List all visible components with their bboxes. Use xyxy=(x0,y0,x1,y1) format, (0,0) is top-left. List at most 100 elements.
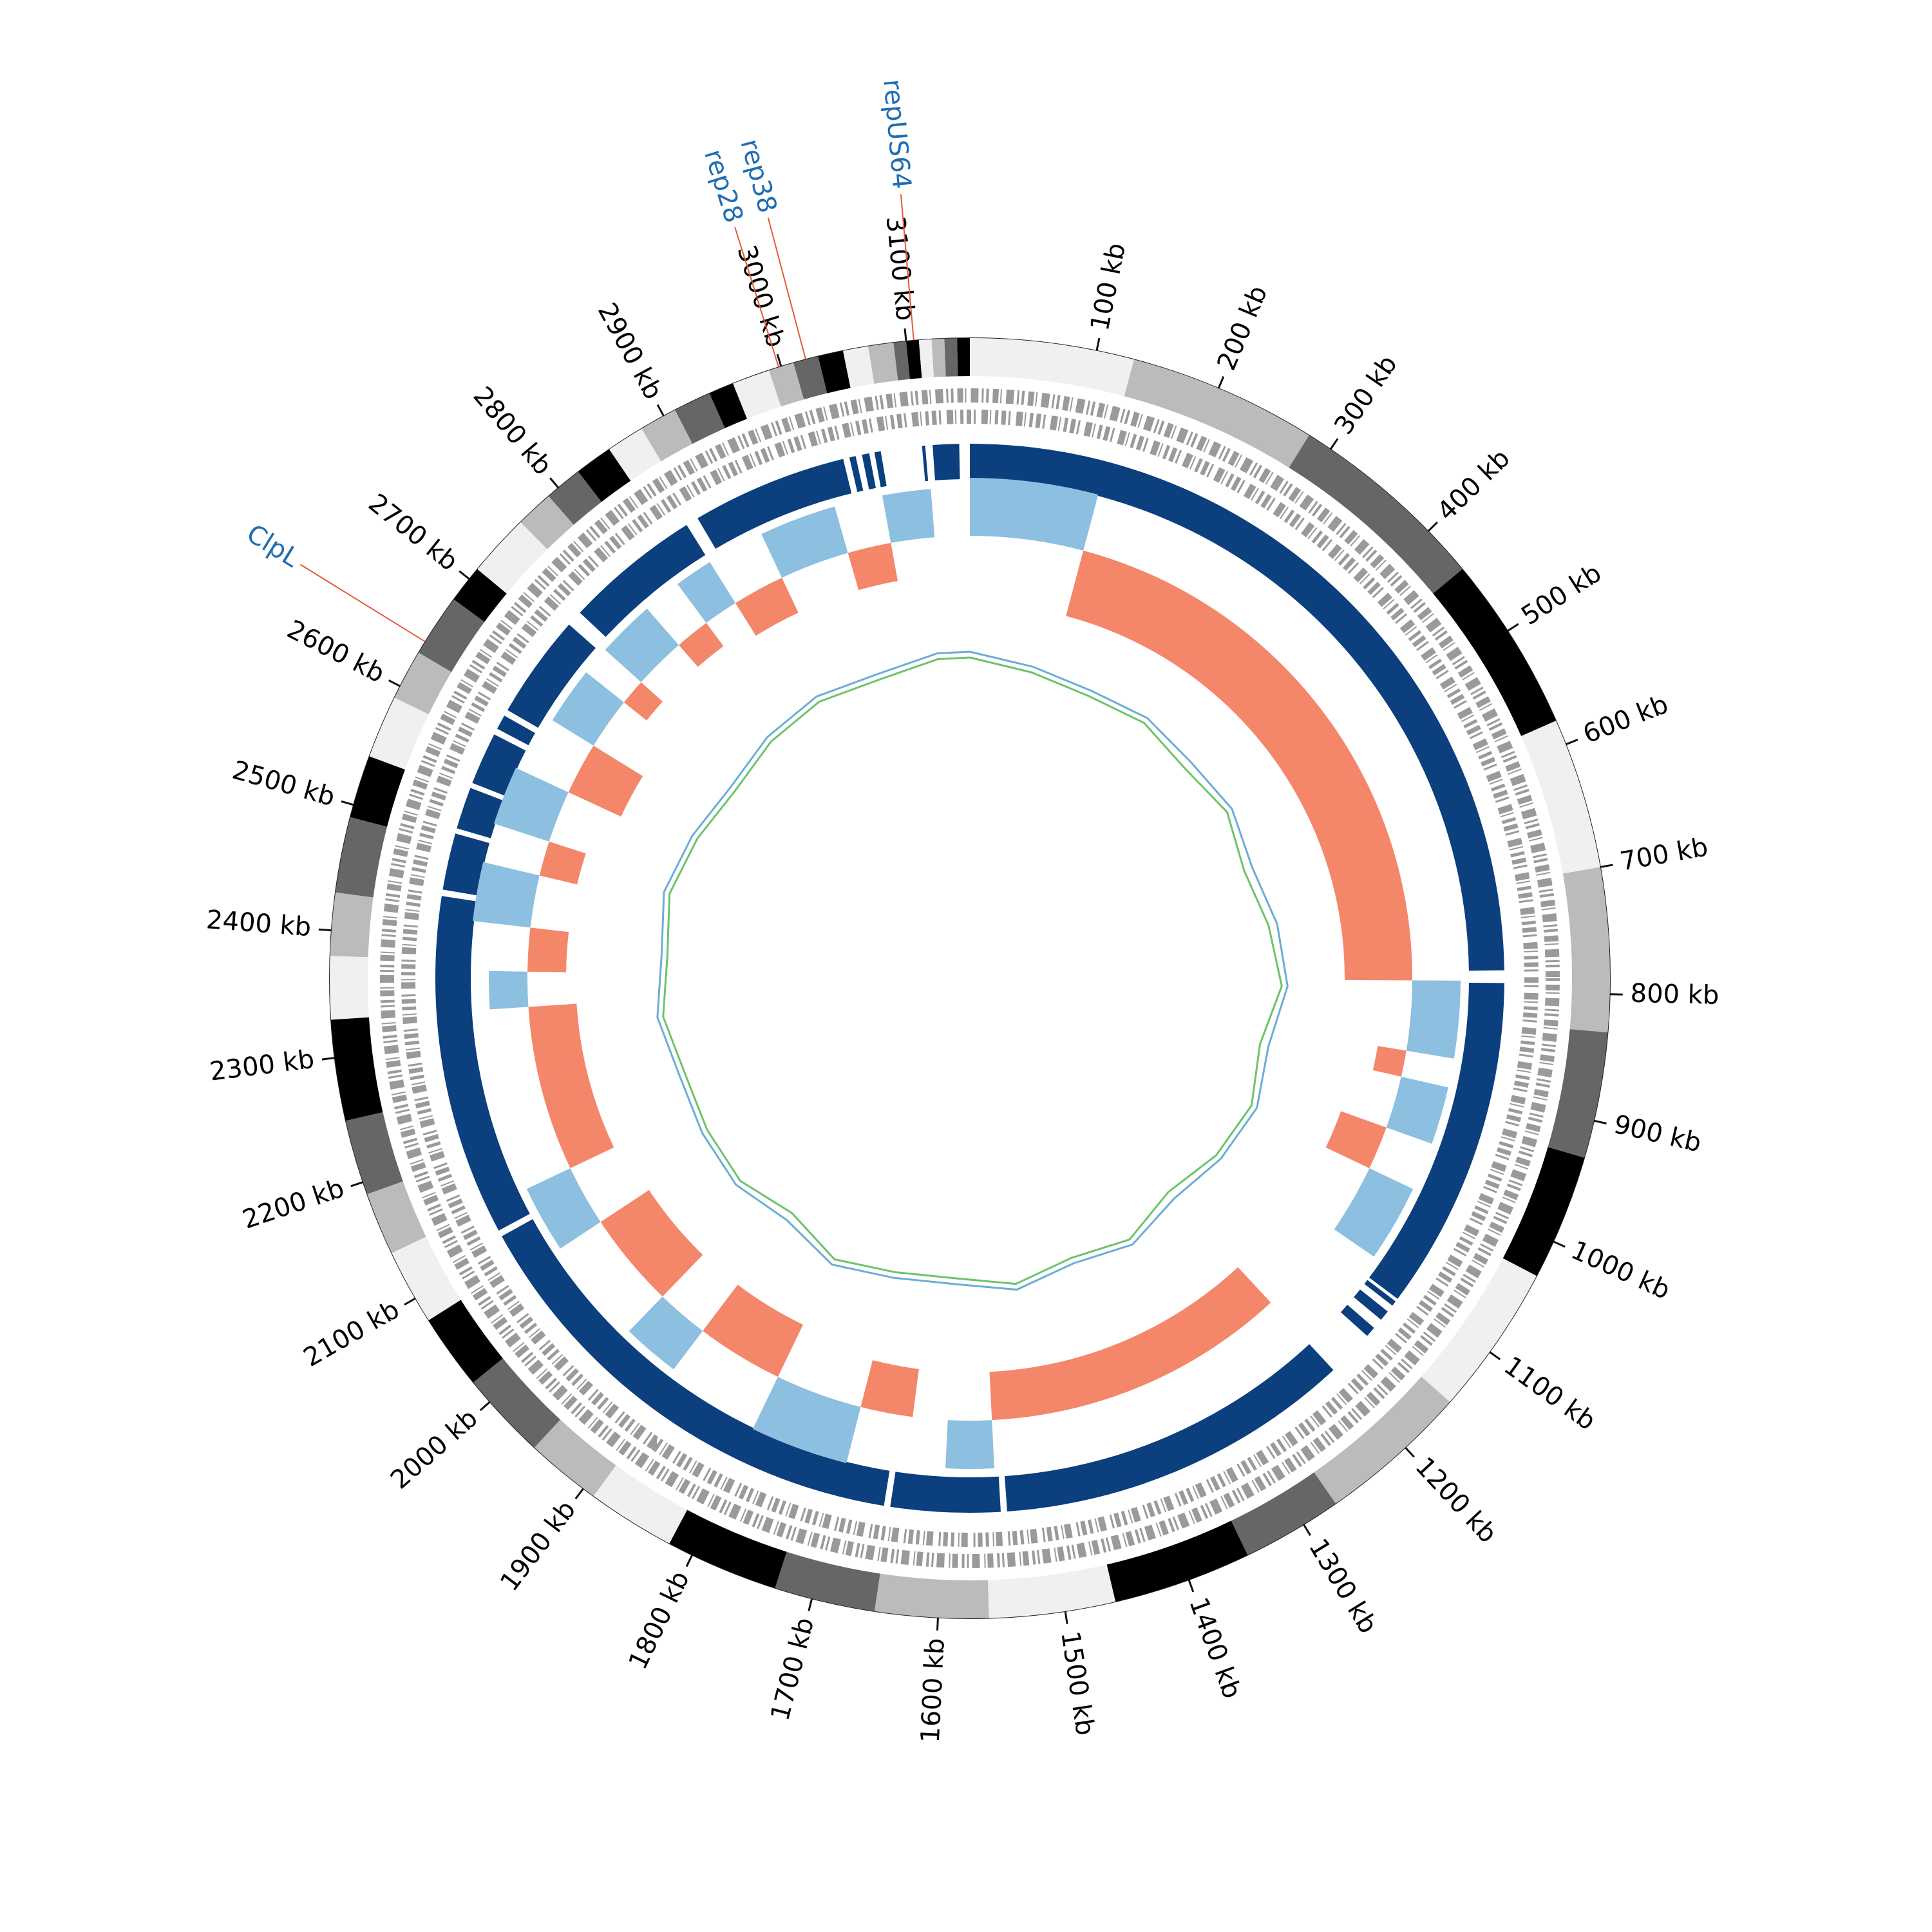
alignment-block xyxy=(933,444,960,480)
contig xyxy=(868,343,898,384)
tick-label: 2300 kb xyxy=(208,1045,316,1087)
gc-content-line xyxy=(656,650,1289,1291)
tick xyxy=(1489,1351,1501,1361)
tick xyxy=(549,477,560,489)
tick xyxy=(318,928,332,932)
alignment-block xyxy=(580,525,706,638)
contig xyxy=(345,1112,403,1195)
gc-skew xyxy=(1066,550,1412,981)
tick xyxy=(1565,739,1578,746)
alignment-block xyxy=(1354,1289,1388,1320)
tick xyxy=(388,679,401,687)
tick-label: 200 kb xyxy=(1211,281,1273,375)
tick xyxy=(1404,1446,1415,1458)
gc-skew xyxy=(494,768,569,842)
tick xyxy=(1303,1524,1312,1537)
contig xyxy=(1314,1376,1450,1504)
contig xyxy=(893,341,910,381)
gc-skew xyxy=(848,543,898,591)
tick xyxy=(685,1554,694,1567)
gc-skew xyxy=(970,478,1099,551)
gc-skew xyxy=(629,1296,703,1370)
contig xyxy=(843,346,875,388)
contig xyxy=(769,363,804,407)
tick xyxy=(656,404,665,417)
contig xyxy=(336,817,388,898)
gc-skew xyxy=(552,672,624,746)
gc-skew xyxy=(527,927,569,972)
contig xyxy=(1433,569,1557,736)
alignment-block xyxy=(922,445,929,482)
tick xyxy=(1427,521,1438,533)
annotation-line xyxy=(767,217,806,359)
tick-label: 1500 kb xyxy=(1055,1629,1100,1738)
gc-skew xyxy=(703,1284,803,1377)
alignment-block xyxy=(874,451,887,488)
contig xyxy=(1421,1258,1537,1402)
contig xyxy=(1502,1147,1585,1276)
gc-skew xyxy=(623,682,663,721)
gc-skew xyxy=(989,1267,1271,1421)
contig xyxy=(350,756,405,827)
tick-label: 2800 kb xyxy=(468,381,558,480)
contig xyxy=(419,599,485,672)
tick-label: 1700 kb xyxy=(765,1615,820,1723)
gc-skew xyxy=(735,578,799,636)
gene-ring-reverse xyxy=(401,410,1539,1547)
contig xyxy=(453,569,507,622)
gc-skew xyxy=(882,489,935,544)
tick-label: 1300 kb xyxy=(1303,1533,1383,1638)
tick-label: 1600 kb xyxy=(916,1637,951,1743)
gc-skew xyxy=(538,1066,614,1168)
gene-ring-forward xyxy=(380,388,1560,1568)
alignment-block xyxy=(507,624,596,728)
tick xyxy=(776,354,782,367)
contig xyxy=(970,338,1134,397)
tick-label: 100 kb xyxy=(1085,240,1132,333)
gc-skew xyxy=(539,841,586,885)
tick-label: 1200 kb xyxy=(1409,1452,1502,1549)
annotation-line xyxy=(734,227,779,367)
tick xyxy=(1095,337,1101,352)
tick xyxy=(479,1401,491,1412)
tick xyxy=(1217,376,1225,389)
alignment-block xyxy=(1369,982,1504,1299)
contig xyxy=(957,338,970,377)
contig xyxy=(473,1358,561,1448)
tick-label: 3000 kb xyxy=(731,242,790,350)
contig xyxy=(669,1510,787,1588)
gc-skew xyxy=(945,1420,994,1469)
gc-skew xyxy=(761,506,848,578)
contig xyxy=(944,338,958,377)
alignment-block xyxy=(1340,1304,1374,1336)
tick-label: 2100 kb xyxy=(299,1294,404,1372)
gc-skew xyxy=(526,1168,601,1249)
alignment-block xyxy=(849,456,864,492)
gc-skew xyxy=(860,1360,919,1417)
alignment-block xyxy=(1005,1344,1334,1511)
tick xyxy=(1329,438,1339,450)
tick-label: 300 kb xyxy=(1329,350,1403,440)
annotation-line xyxy=(900,194,914,340)
tick-label: 2900 kb xyxy=(592,298,668,404)
contig xyxy=(1548,1029,1608,1158)
alignment-block xyxy=(862,453,876,489)
annotation-line xyxy=(299,564,426,642)
contig xyxy=(641,410,693,462)
tick xyxy=(1064,1611,1068,1624)
contig xyxy=(818,350,851,393)
tick-label: 500 kb xyxy=(1516,558,1607,631)
alignment-block xyxy=(442,833,489,896)
tick xyxy=(1507,623,1519,632)
tick xyxy=(321,1057,335,1061)
alignment-block xyxy=(502,1219,890,1506)
contig xyxy=(918,339,934,378)
contig xyxy=(520,496,574,549)
contig xyxy=(1231,1472,1336,1555)
tick-label: 600 kb xyxy=(1579,690,1672,750)
tick-label: 800 kb xyxy=(1630,979,1719,1010)
tick-label: 2000 kb xyxy=(385,1403,484,1495)
contig xyxy=(578,449,631,502)
tick xyxy=(1188,1579,1195,1593)
